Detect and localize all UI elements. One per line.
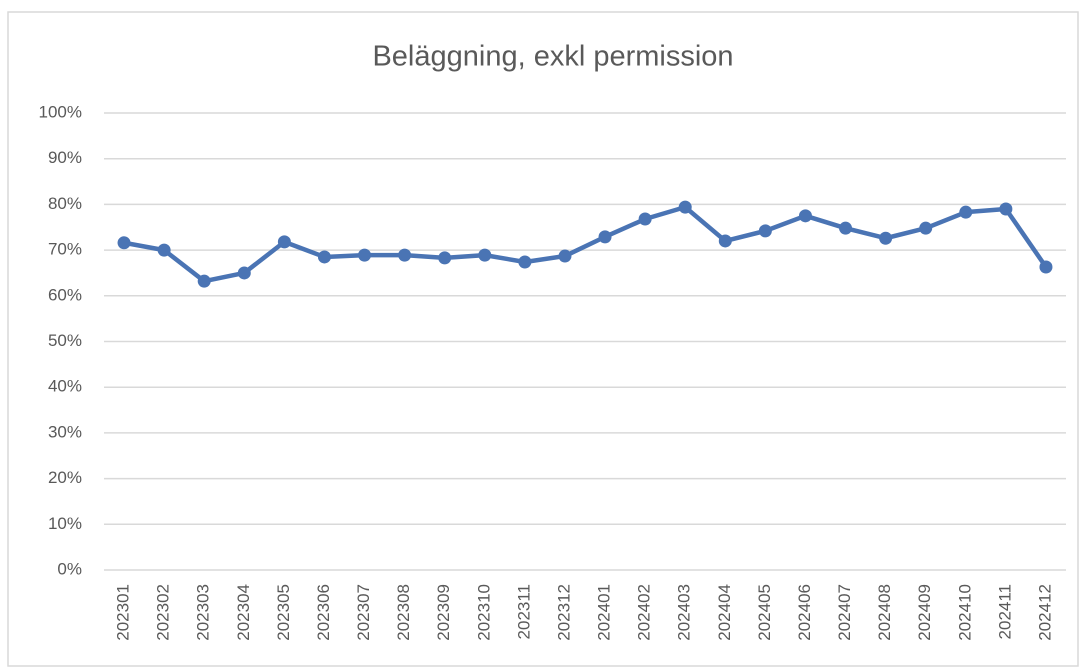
x-tick-label: 202404 — [715, 584, 734, 641]
marker — [879, 231, 893, 245]
x-tick-label: 202412 — [1035, 584, 1054, 641]
marker — [959, 205, 973, 219]
marker — [197, 274, 211, 288]
line — [123, 204, 1048, 284]
x-tick-label: 202302 — [154, 584, 173, 641]
x-tick-label: 202407 — [835, 584, 854, 641]
y-tick-label: 90% — [48, 148, 82, 167]
x-tick-label: 202305 — [274, 584, 293, 641]
x-tick-label: 202308 — [394, 584, 413, 641]
marker — [758, 224, 772, 238]
x-tick-label: 202405 — [755, 584, 774, 641]
chart-title: Beläggning, exkl permission — [372, 41, 733, 73]
marker — [398, 248, 412, 262]
marker — [558, 249, 572, 263]
marker — [157, 243, 171, 257]
marker — [999, 202, 1013, 216]
marker — [919, 221, 933, 235]
y-tick-label: 100% — [39, 102, 82, 121]
x-tick-label: 202406 — [795, 584, 814, 641]
marker — [317, 250, 331, 264]
y-tick-label: 80% — [48, 194, 82, 213]
y-tick-label: 0% — [57, 559, 82, 578]
marker — [358, 248, 372, 262]
y-tick-label: 60% — [48, 285, 82, 304]
marker — [798, 209, 812, 223]
marker — [839, 221, 853, 235]
marker — [678, 200, 692, 214]
x-tick-label: 202303 — [194, 584, 213, 641]
y-tick-label: 50% — [48, 331, 82, 350]
marker — [638, 212, 652, 226]
x-tick-label: 202309 — [434, 584, 453, 641]
y-tick-label: 10% — [48, 514, 82, 533]
x-tick-label: 202304 — [234, 584, 253, 641]
marker — [598, 230, 612, 244]
x-tick-label: 202311 — [514, 584, 533, 639]
y-tick-label: 20% — [48, 468, 82, 487]
marker — [277, 235, 291, 249]
marker — [718, 234, 732, 248]
x-tick-label: 202410 — [955, 584, 974, 641]
marker — [1039, 260, 1053, 274]
x-tick-label: 202312 — [554, 584, 573, 641]
x-tick-label: 202310 — [474, 584, 493, 641]
x-tick-label: 202306 — [314, 584, 333, 641]
x-tick-label: 202301 — [114, 584, 133, 641]
x-tick-label: 202409 — [915, 584, 934, 641]
y-tick-label: 70% — [48, 240, 82, 259]
x-tick-label: 202403 — [675, 584, 694, 641]
x-tick-label: 202411 — [995, 584, 1014, 639]
x-tick-label: 202307 — [354, 584, 373, 641]
marker — [438, 251, 452, 265]
x-tick-label: 202402 — [635, 584, 654, 641]
x-tick-label: 202401 — [595, 584, 614, 641]
marker — [518, 255, 532, 269]
marker — [117, 236, 131, 250]
x-tick-label: 202408 — [875, 584, 894, 641]
chart-border — [7, 11, 1079, 667]
marker — [237, 266, 251, 280]
y-tick-label: 40% — [48, 377, 82, 396]
marker — [478, 248, 492, 262]
y-tick-label: 30% — [48, 422, 82, 441]
